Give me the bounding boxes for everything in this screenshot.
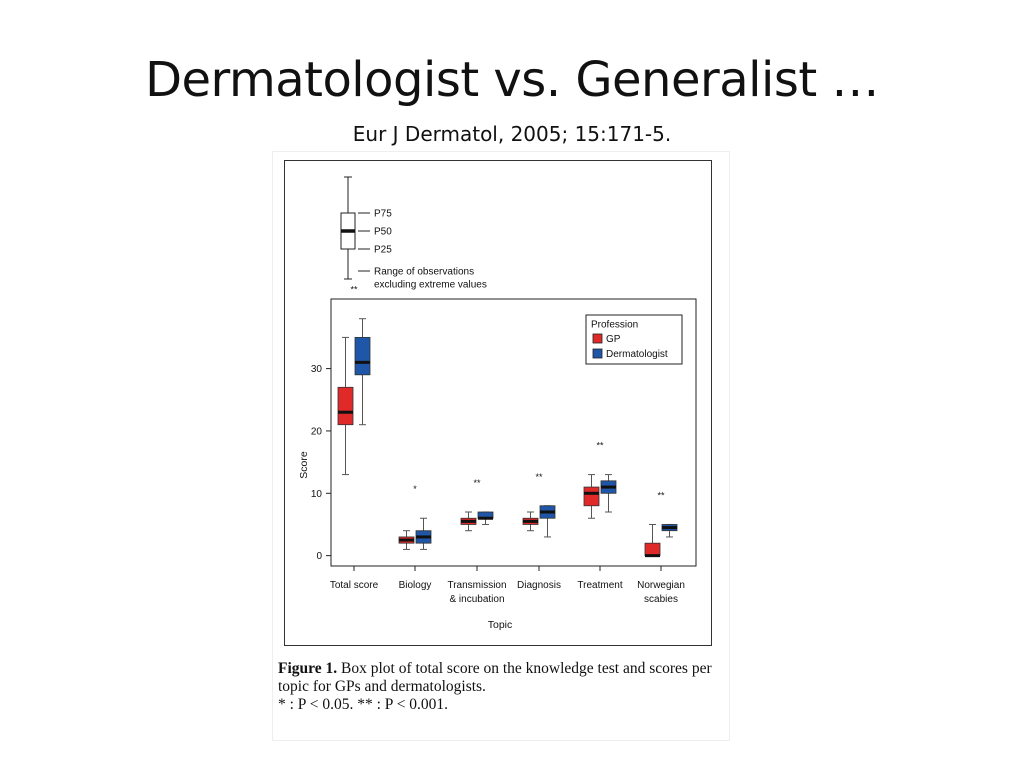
key-label-range-1: Range of observations xyxy=(374,267,474,278)
figure-caption: Figure 1. Box plot of total score on the… xyxy=(278,660,724,714)
significance-mark: ** xyxy=(473,478,481,488)
box-gp-0 xyxy=(337,336,354,476)
y-tick-label: 10 xyxy=(311,489,323,500)
x-tick-label: Diagnosis xyxy=(517,580,561,591)
x-tick-label: Total score xyxy=(330,580,379,591)
y-tick-label: 0 xyxy=(316,551,322,562)
iqr-box xyxy=(644,542,661,557)
legend-swatch-gp xyxy=(592,333,603,344)
y-tick-label: 20 xyxy=(311,426,323,437)
box-dermatologist-0 xyxy=(354,318,371,426)
figure-panel: P75 P50 P25 Range of observations exclud… xyxy=(273,152,729,740)
box-dermatologist-1 xyxy=(415,517,432,550)
key-label-p75: P75 xyxy=(374,209,392,220)
y-axis-title: Score xyxy=(298,451,310,479)
box-dermatologist-4 xyxy=(600,474,617,513)
legend-label-gp: GP xyxy=(606,334,621,345)
key-label-p50: P50 xyxy=(374,227,392,238)
significance-mark: ** xyxy=(657,490,665,500)
caption-text: Box plot of total score on the knowledge… xyxy=(278,660,712,695)
x-tick-label: Biology xyxy=(399,580,432,591)
plot-area xyxy=(330,298,697,567)
x-tick-label: Norwegian xyxy=(637,580,685,591)
significance-marks: *********** xyxy=(350,285,665,501)
x-axis-title: Topic xyxy=(488,619,513,631)
box-gp-1 xyxy=(398,530,415,550)
box-series xyxy=(337,318,678,558)
slide-title: Dermatologist vs. Generalist … xyxy=(145,52,879,108)
caption-label: Figure 1. xyxy=(278,660,338,677)
key-label-range-2: excluding extreme values xyxy=(374,280,487,291)
significance-mark: * xyxy=(413,484,417,494)
y-tick-label: 30 xyxy=(311,364,323,375)
x-axis: Total score Biology Transmission & incubati… xyxy=(330,566,685,605)
box-dermatologist-2 xyxy=(477,511,494,525)
box-gp-5 xyxy=(644,523,661,558)
significance-mark: ** xyxy=(596,441,604,451)
box-gp-4 xyxy=(583,474,600,519)
box-gp-3 xyxy=(522,511,539,532)
iqr-box xyxy=(583,486,600,507)
key-label-p25: P25 xyxy=(374,245,392,256)
legend: Profession GP Dermatologist xyxy=(585,314,683,365)
boxplot-key: P75 P50 P25 Range of observations exclud… xyxy=(340,176,487,291)
significance-mark: ** xyxy=(350,285,358,295)
iqr-box xyxy=(354,337,371,376)
box-dermatologist-3 xyxy=(539,505,556,538)
figure-frame xyxy=(284,160,712,646)
significance-mark: ** xyxy=(535,472,543,482)
x-tick-label: Transmission xyxy=(447,580,506,591)
legend-swatch-dermatologist xyxy=(592,348,603,359)
legend-title: Profession xyxy=(591,320,638,331)
x-tick-label: scabies xyxy=(644,594,678,605)
legend-label-dermatologist: Dermatologist xyxy=(606,349,668,360)
slide-subtitle: Eur J Dermatol, 2005; 15:171-5. xyxy=(352,122,672,146)
box-dermatologist-5 xyxy=(661,523,678,538)
x-tick-label: Treatment xyxy=(577,580,622,591)
caption-note: * : P < 0.05. ** : P < 0.001. xyxy=(278,696,449,713)
boxplot-figure: P75 P50 P25 Range of observations exclud… xyxy=(298,176,697,631)
box-gp-2 xyxy=(460,511,477,532)
x-tick-label: & incubation xyxy=(449,594,504,605)
iqr-box xyxy=(337,386,354,426)
y-axis: 0 10 20 30 xyxy=(311,364,331,562)
